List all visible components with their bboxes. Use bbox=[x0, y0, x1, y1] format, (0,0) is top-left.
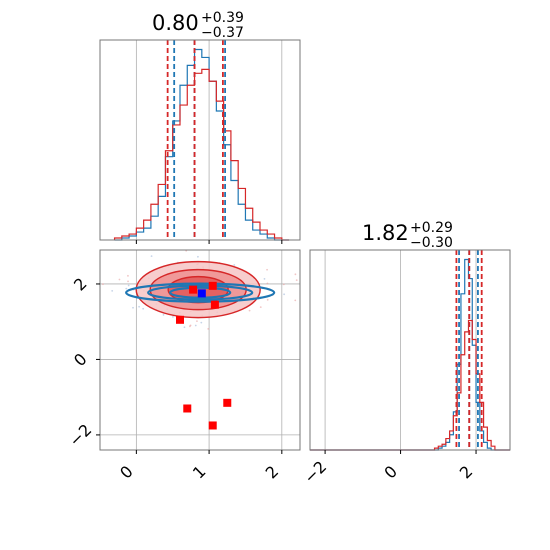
ytick-label-2: 2 bbox=[70, 274, 91, 295]
title-param1-minus: −0.37 bbox=[201, 25, 244, 41]
scatter-sample-point bbox=[294, 273, 297, 276]
xtick-label-0: −2 bbox=[300, 457, 330, 487]
histogram-step-series-0 bbox=[114, 48, 290, 241]
scatter-sample-point bbox=[194, 324, 197, 327]
title-param1: 0.80 +0.39 −0.37 bbox=[152, 10, 244, 41]
panel2-frame bbox=[99, 249, 301, 451]
scatter-sample-point bbox=[162, 313, 165, 316]
scatter-sample-point bbox=[183, 326, 186, 329]
scatter-sample-point bbox=[266, 268, 268, 271]
scatter-sample-point bbox=[189, 325, 191, 328]
scatter-sample-point bbox=[266, 282, 269, 285]
histogram-step-series-1 bbox=[113, 68, 290, 241]
histogram-step-series-0 bbox=[310, 258, 510, 451]
scatter-sample-point bbox=[294, 299, 297, 302]
title-param2-value: 1.82 bbox=[362, 221, 409, 245]
panel-bottom-left-contour: 0 1 2 −2 0 2 bbox=[65, 249, 301, 483]
title-param1-plus: +0.39 bbox=[201, 10, 244, 26]
scatter-sample-point bbox=[138, 305, 141, 308]
panel-bottom-right-histogram: −2 0 2 bbox=[300, 249, 511, 487]
title-param2-minus: −0.30 bbox=[410, 235, 453, 251]
panel-top-left-histogram bbox=[99, 39, 301, 244]
histogram-step-series-1 bbox=[310, 319, 510, 451]
marker-red-square-1 bbox=[208, 281, 217, 290]
title-param2-plus: +0.29 bbox=[410, 220, 453, 236]
panel1-frame bbox=[99, 39, 301, 241]
ytick-label-0: −2 bbox=[65, 420, 95, 450]
scatter-sample-point bbox=[127, 274, 129, 277]
marker-red-square-4 bbox=[183, 404, 192, 413]
scatter-sample-point bbox=[111, 289, 114, 292]
title-param1-value: 0.80 bbox=[152, 11, 199, 35]
xtick-label-2: 2 bbox=[262, 462, 283, 483]
contour-blue-level-0 bbox=[125, 282, 276, 303]
scatter-sample-point bbox=[142, 307, 145, 310]
scatter-sample-point bbox=[295, 279, 298, 282]
scatter-sample-point bbox=[127, 284, 130, 287]
scatter-sample-point bbox=[127, 280, 129, 283]
scatter-sample-point bbox=[172, 316, 174, 318]
xtick-label-1: 1 bbox=[189, 462, 210, 483]
scatter-sample-point bbox=[207, 328, 210, 330]
marker-red-square-3 bbox=[176, 315, 184, 324]
scatter-sample-point bbox=[233, 264, 236, 266]
scatter-sample-point bbox=[200, 321, 203, 324]
contour-blue-level-2 bbox=[169, 286, 232, 299]
marker-red-square-0 bbox=[189, 285, 198, 294]
scatter-sample-point bbox=[196, 320, 198, 323]
marker-red-square-6 bbox=[208, 421, 217, 430]
panel3-background bbox=[310, 250, 510, 450]
contour-blue-level-1 bbox=[147, 284, 254, 301]
marker-blue-square-0 bbox=[197, 289, 206, 298]
scatter-sample-point bbox=[248, 309, 251, 312]
scatter-sample-point bbox=[197, 255, 199, 258]
panel1-background bbox=[100, 40, 300, 240]
scatter-sample-point bbox=[282, 283, 285, 286]
scatter-sample-point bbox=[118, 278, 121, 281]
scatter-sample-point bbox=[102, 283, 104, 286]
xtick-label-2: 2 bbox=[456, 462, 477, 483]
marker-red-square-2 bbox=[210, 300, 219, 309]
panel3-frame bbox=[309, 249, 511, 451]
scatter-sample-point bbox=[283, 293, 286, 296]
xtick-label-0: 0 bbox=[116, 462, 137, 483]
scatter-sample-point bbox=[125, 287, 128, 290]
scatter-sample-point bbox=[259, 306, 262, 308]
scatter-sample-point bbox=[266, 298, 269, 301]
xtick-label-1: 0 bbox=[380, 462, 401, 483]
ytick-label-1: 0 bbox=[70, 349, 91, 370]
scatter-sample-point bbox=[150, 255, 153, 257]
title-param2: 1.82 +0.29 −0.30 bbox=[362, 220, 453, 251]
scatter-sample-point bbox=[263, 277, 266, 280]
scatter-sample-point bbox=[132, 306, 134, 309]
marker-red-square-5 bbox=[223, 398, 232, 407]
